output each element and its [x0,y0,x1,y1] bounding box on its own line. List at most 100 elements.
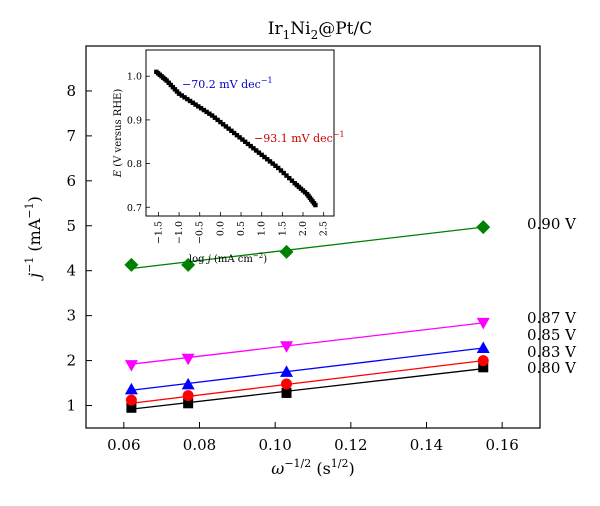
inset-curve-marker [218,119,223,125]
data-point [478,362,489,373]
inset-curve-marker [229,128,234,134]
inset-x-tick-label: 1.5 [277,221,288,236]
y-tick-label: 2 [66,352,76,370]
inset-curve-marker [242,139,248,144]
inset-curve-marker [226,126,231,131]
inset-curve-marker [259,152,264,158]
y-tick-label: 1 [66,397,76,415]
inset-x-tick-label: 0.5 [236,221,247,236]
data-point [124,257,139,272]
inset-curve-marker [187,98,193,104]
inset-curve-marker [182,95,187,100]
y-tick-label: 5 [66,217,76,235]
inset-y-axis-title: E (V versus RHE) [113,89,124,179]
data-point [476,317,490,330]
plot-frame [85,45,541,429]
data-point [477,355,489,367]
data-point [281,378,293,390]
inset-annotation-slope-2: −93.1 mV dec−1 [254,130,345,145]
x-tick-label: 0.08 [183,436,216,454]
x-tick-label: 0.16 [485,436,518,454]
inset-curve-marker [185,96,190,102]
inset-curve-marker [289,178,295,183]
data-point [125,394,137,406]
inset-curve-marker [212,115,218,120]
inset-curve-marker [207,111,212,116]
inset-x-axis-title: log j (mA cm−2) [189,252,267,265]
series-label-087: 0.87 V [527,309,577,327]
inset-curve-marker [284,173,289,178]
y-axis-ticks: 1 2 3 4 5 6 7 8 [66,82,92,415]
inset-curve-marker [278,168,284,173]
x-tick-label: 0.14 [410,436,443,454]
inset-curve-marker [253,148,259,153]
chart-title: Ir1Ni2@Pt/C [268,19,372,42]
x-axis-ticks: 0.06 0.08 0.10 0.12 0.14 0.16 [107,422,519,454]
inset-curve-marker [176,91,182,96]
data-point [124,382,138,395]
inset-curve-marker [209,113,215,118]
inset-curve-marker [267,159,273,164]
series-label-090: 0.90 V [527,215,577,233]
x-tick-label: 0.10 [258,436,291,454]
inset-y-tick-label: 0.8 [127,159,142,170]
data-point [124,360,138,372]
inset-curve-marker [198,106,204,111]
inset-y-tick-label: 0.9 [127,115,142,126]
data-point [281,387,292,398]
series-label-085: 0.85 V [527,326,577,344]
y-tick-label: 3 [66,307,76,325]
inset-x-tick-label: 1.0 [257,221,268,236]
data-point [280,365,294,377]
series-layer [124,220,491,413]
inset-y-tick-label: 0.7 [127,203,142,214]
inset-curve-marker [273,163,278,168]
y-tick-label: 8 [66,82,76,100]
inset-curve-marker [270,161,275,166]
inset-x-tick-label: 0.0 [215,221,226,236]
data-point [126,402,137,413]
inset-curve-marker [179,93,185,98]
y-tick-label: 7 [66,127,76,145]
inset-curve-marker [201,107,207,113]
series-labels: 0.80 V 0.83 V 0.85 V 0.87 V 0.90 V [527,215,577,377]
series-label-080: 0.80 V [527,359,577,377]
inset-curve-marker [240,137,245,142]
y-tick-label: 4 [66,262,76,280]
inset-curve-marker [193,102,198,107]
data-point [182,390,194,402]
inset-curve-marker [204,109,209,115]
inset-curve-marker [237,135,242,140]
inset-x-ticks: −1.5 −1.0 −0.5 0.0 0.5 1.0 1.5 2.0 2.5 [153,212,330,244]
inset-annotation-slope-1: −70.2 mV dec−1 [182,76,273,91]
inset-x-tick-label: 2.5 [319,221,330,236]
data-point [181,353,195,366]
x-axis-title: ω−1/2 (s1/2) [271,457,354,478]
inset-curve-marker [223,124,229,129]
x-tick-label: 0.12 [334,436,367,454]
data-point [279,244,294,259]
inset-y-ticks: 0.7 0.8 0.9 1.0 [127,72,150,214]
inset-curve-marker [190,100,196,105]
data-point [476,220,491,235]
inset-curve-marker [276,165,281,171]
inset-curve-marker [234,132,240,138]
inset-curve-marker [248,143,253,149]
series-label-083: 0.83 V [527,343,577,361]
inset-curve-marker [251,146,256,151]
y-tick-label: 6 [66,172,76,190]
data-point [181,377,195,390]
inset-curve-marker [220,122,226,127]
inset-curve-marker [196,104,201,109]
data-point [280,341,294,353]
inset-curve-marker [245,141,251,147]
y-axis-title: j−1 (mA−1) [23,196,44,281]
data-point [183,398,194,409]
x-tick-label: 0.06 [107,436,140,454]
inset-curve-marker [215,117,220,123]
inset-curve-marker [287,175,292,181]
inset-x-tick-label: −1.0 [174,221,185,244]
inset-plot: −1.5 −1.0 −0.5 0.0 0.5 1.0 1.5 2.0 2.5 0.7 0.8 0.9… [113,49,345,265]
inset-y-tick-label: 1.0 [127,72,142,83]
